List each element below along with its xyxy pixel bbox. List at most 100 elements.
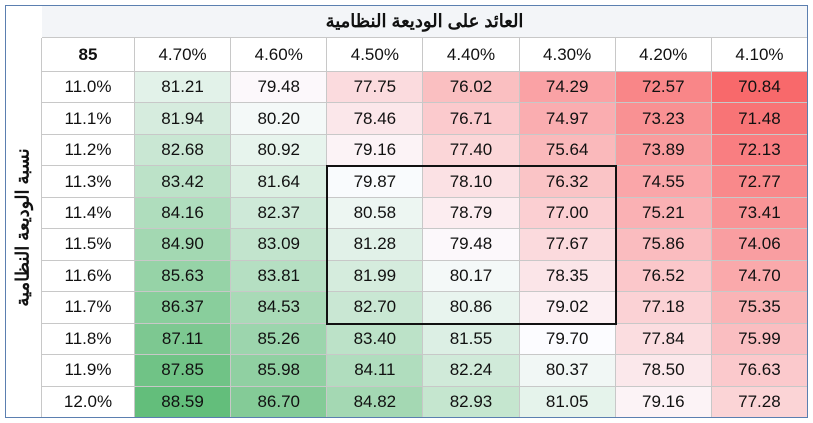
- cell: 84.16: [135, 197, 232, 230]
- row-header: 11.1%: [42, 103, 135, 135]
- row-header: 11.2%: [42, 134, 135, 167]
- cell: 73.23: [615, 103, 712, 135]
- cell: 79.48: [231, 72, 328, 104]
- cell: 82.70: [327, 292, 424, 324]
- cell: 83.81: [231, 260, 328, 293]
- cell: 85.26: [231, 323, 328, 356]
- cell: 72.13: [711, 134, 808, 167]
- cell: 87.11: [135, 323, 232, 356]
- side-label-text: نسبة الوديعة النظامية: [12, 148, 33, 307]
- cell: 81.99: [327, 260, 424, 293]
- column-header: 4.70%: [135, 38, 232, 72]
- cell: 81.64: [231, 166, 328, 198]
- cell: 75.35: [711, 292, 808, 324]
- column-header: 4.30%: [519, 38, 616, 72]
- cell: 77.00: [519, 197, 616, 230]
- cell: 75.21: [615, 197, 712, 230]
- row-header: 11.3%: [42, 166, 135, 198]
- cell: 80.86: [423, 292, 520, 324]
- corner-cell: 85: [42, 38, 135, 72]
- cell: 77.75: [327, 72, 424, 104]
- cell: 82.93: [423, 386, 520, 418]
- cell: 82.37: [231, 197, 328, 230]
- cell: 87.85: [135, 355, 232, 387]
- cell: 74.97: [519, 103, 616, 135]
- row-header: 11.5%: [42, 229, 135, 261]
- row-header: 11.7%: [42, 292, 135, 324]
- table-title: العائد على الوديعة النظامية: [42, 5, 808, 38]
- cell: 82.24: [423, 355, 520, 387]
- cell: 83.40: [327, 323, 424, 356]
- cell: 77.40: [423, 134, 520, 167]
- cell: 70.84: [711, 72, 808, 104]
- cell: 81.28: [327, 229, 424, 261]
- cell: 84.90: [135, 229, 232, 261]
- cell: 84.53: [231, 292, 328, 324]
- row-header: 11.4%: [42, 197, 135, 230]
- cell: 77.28: [711, 386, 808, 418]
- cell: 79.87: [327, 166, 424, 198]
- cell: 85.63: [135, 260, 232, 293]
- cell: 79.48: [423, 229, 520, 261]
- side-label: نسبة الوديعة النظامية: [5, 38, 42, 418]
- cell: 80.20: [231, 103, 328, 135]
- column-header: 4.50%: [327, 38, 424, 72]
- cell: 75.99: [711, 323, 808, 356]
- cell: 84.11: [327, 355, 424, 387]
- column-header: 4.60%: [231, 38, 328, 72]
- cell: 81.55: [423, 323, 520, 356]
- cell: 73.89: [615, 134, 712, 167]
- cell: 76.52: [615, 260, 712, 293]
- cell: 72.77: [711, 166, 808, 198]
- cell: 83.42: [135, 166, 232, 198]
- cell: 78.79: [423, 197, 520, 230]
- column-header: 4.20%: [615, 38, 712, 72]
- cell: 81.94: [135, 103, 232, 135]
- row-header: 11.8%: [42, 323, 135, 356]
- cell: 74.06: [711, 229, 808, 261]
- cell: 85.98: [231, 355, 328, 387]
- row-header: 12.0%: [42, 386, 135, 418]
- cell: 80.17: [423, 260, 520, 293]
- cell: 76.32: [519, 166, 616, 198]
- cell: 76.02: [423, 72, 520, 104]
- cell: 81.05: [519, 386, 616, 418]
- cell: 88.59: [135, 386, 232, 418]
- cell: 72.57: [615, 72, 712, 104]
- cell: 74.29: [519, 72, 616, 104]
- cell: 80.92: [231, 134, 328, 167]
- cell: 74.70: [711, 260, 808, 293]
- cell: 76.63: [711, 355, 808, 387]
- row-header: 11.0%: [42, 72, 135, 104]
- cell: 77.84: [615, 323, 712, 356]
- cell: 79.02: [519, 292, 616, 324]
- cell: 74.55: [615, 166, 712, 198]
- cell: 78.50: [615, 355, 712, 387]
- cell: 80.37: [519, 355, 616, 387]
- cell: 84.82: [327, 386, 424, 418]
- column-header: 4.10%: [711, 38, 808, 72]
- cell: 86.37: [135, 292, 232, 324]
- cell: 80.58: [327, 197, 424, 230]
- cell: 77.67: [519, 229, 616, 261]
- cell: 76.71: [423, 103, 520, 135]
- cell: 78.46: [327, 103, 424, 135]
- row-header: 11.9%: [42, 355, 135, 387]
- cell: 83.09: [231, 229, 328, 261]
- cell: 81.21: [135, 72, 232, 104]
- cell: 77.18: [615, 292, 712, 324]
- cell: 79.70: [519, 323, 616, 356]
- column-header: 4.40%: [423, 38, 520, 72]
- cell: 79.16: [327, 134, 424, 167]
- cell: 75.64: [519, 134, 616, 167]
- cell: 86.70: [231, 386, 328, 418]
- cell: 79.16: [615, 386, 712, 418]
- cell: 73.41: [711, 197, 808, 230]
- row-header: 11.6%: [42, 260, 135, 293]
- cell: 82.68: [135, 134, 232, 167]
- cell: 78.35: [519, 260, 616, 293]
- cell: 75.86: [615, 229, 712, 261]
- cell: 71.48: [711, 103, 808, 135]
- cell: 78.10: [423, 166, 520, 198]
